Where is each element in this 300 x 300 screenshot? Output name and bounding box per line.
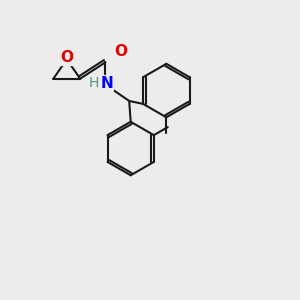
Text: O: O — [60, 50, 73, 65]
Text: H: H — [89, 76, 99, 90]
Text: O: O — [114, 44, 127, 59]
Text: N: N — [100, 76, 113, 91]
